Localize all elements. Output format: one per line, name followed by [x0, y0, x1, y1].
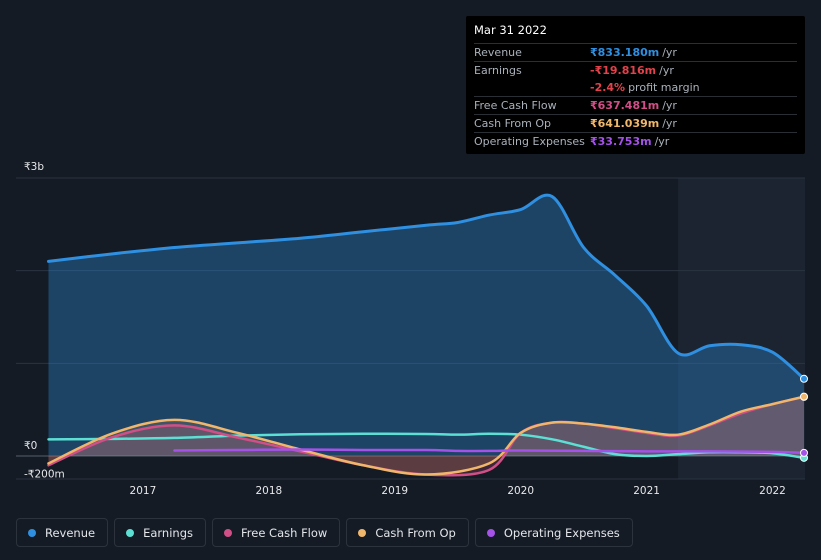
tooltip-row-unit: /yr — [659, 64, 674, 77]
tooltip-row-value: ₹33.753m — [590, 135, 652, 148]
legend: Revenue Earnings Free Cash Flow Cash From O… — [16, 518, 633, 547]
tooltip-row-unit: profit margin — [628, 81, 700, 94]
y-tick-label: -₹200m — [24, 469, 65, 481]
tooltip-row-label: Earnings — [474, 64, 522, 77]
tooltip-row-value: ₹641.039m — [590, 117, 660, 130]
x-tick-label: 2022 — [759, 485, 786, 497]
axis-labels: 2017 2018 2019 2020 2021 2022 ₹3b ₹0 -₹200m — [24, 161, 786, 497]
tooltip-row-value: -2.4% — [590, 81, 626, 94]
legend-label: Operating Expenses — [503, 525, 620, 540]
tooltip-row-unit: /yr — [662, 117, 677, 130]
tooltip-row: Operating Expenses ₹33.753m/yr — [474, 132, 797, 150]
revenue-endpoint — [800, 374, 808, 383]
operating-expenses-line — [173, 448, 806, 455]
x-tick-label: 2018 — [255, 485, 282, 497]
free-cash-flow-area — [48, 396, 805, 476]
tooltip-row: Free Cash Flow ₹637.481m/yr — [474, 96, 797, 114]
x-tick-label: 2020 — [507, 485, 534, 497]
tooltip-row-label: Revenue — [474, 46, 522, 59]
tooltip-row-unit: /yr — [654, 135, 670, 148]
tooltip-date: Mar 31 2022 — [474, 23, 547, 37]
tooltip-row: -2.4% profit margin — [474, 79, 797, 96]
cash-from-op-line — [47, 395, 806, 476]
legend-dot-icon — [358, 528, 367, 537]
tooltip-row-unit: /yr — [662, 99, 677, 112]
x-tick-label: 2021 — [633, 485, 660, 497]
operating-expenses-endpoint — [800, 448, 808, 457]
tooltip-row-value: ₹833.180m — [590, 46, 660, 59]
x-tick-label: 2019 — [381, 485, 408, 497]
tooltip-row-label: Cash From Op — [474, 117, 552, 130]
legend-label: Revenue — [45, 525, 96, 540]
legend-dot-icon — [28, 528, 36, 537]
tooltip-row-label: Free Cash Flow — [474, 99, 557, 112]
legend-item-earnings[interactable]: Earnings — [114, 518, 206, 547]
legend-dot-icon — [224, 528, 232, 537]
tooltip-row: Cash From Op ₹641.039m/yr — [474, 114, 797, 132]
tooltip-row-label: Operating Expenses — [474, 135, 585, 148]
y-tick-label: ₹0 — [24, 440, 37, 452]
tooltip-row-value: -₹19.816m — [590, 64, 657, 77]
legend-item-operating-expenses[interactable]: Operating Expenses — [474, 518, 633, 547]
legend-label: Cash From Op — [375, 525, 456, 540]
legend-dot-icon — [486, 528, 495, 537]
series-layer — [46, 193, 808, 477]
x-tick-label: 2017 — [130, 485, 157, 497]
legend-item-free-cash-flow[interactable]: Free Cash Flow — [212, 518, 341, 547]
tooltip-row-value: ₹637.481m — [590, 99, 660, 112]
legend-label: Earnings — [143, 525, 193, 540]
y-tick-label: ₹3b — [24, 161, 44, 173]
legend-label: Free Cash Flow — [241, 525, 328, 540]
tooltip-row: Revenue ₹833.180m/yr — [474, 43, 797, 61]
tooltip-row-unit: /yr — [662, 46, 677, 59]
tooltip: Mar 31 2022 Revenue ₹833.180m/yr Earnings -… — [466, 16, 805, 154]
tooltip-rows: Revenue ₹833.180m/yr Earnings -₹19.816m/yr -… — [474, 43, 797, 150]
legend-dot-icon — [126, 528, 135, 537]
revenue-line — [46, 193, 806, 381]
legend-item-cash-from-op[interactable]: Cash From Op — [346, 518, 469, 547]
legend-item-revenue[interactable]: Revenue — [16, 518, 109, 547]
cash-from-op-endpoint — [800, 392, 808, 401]
tooltip-row: Earnings -₹19.816m/yr — [474, 61, 797, 79]
revenue-area — [48, 195, 805, 456]
